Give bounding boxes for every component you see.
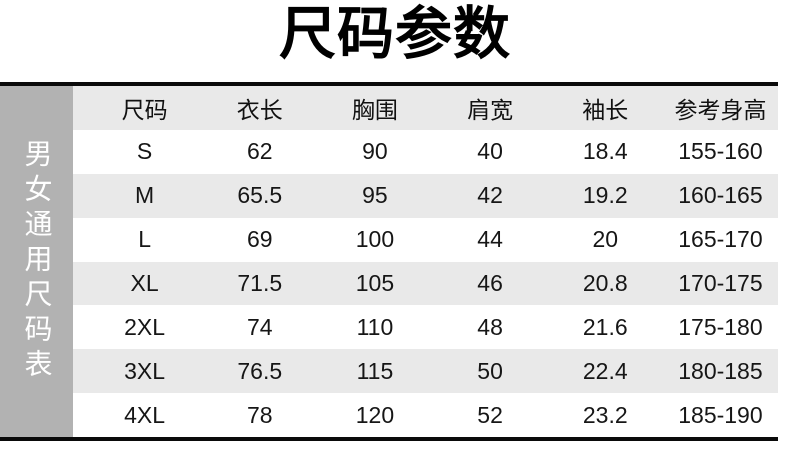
table-cell: 50 [477,357,503,384]
table-cell: 23.2 [582,401,628,428]
table-cell: 44 [477,226,503,253]
table-row-4xl: 4XL 78 120 52 23.2 185-190 [73,393,778,437]
table-cell: 21.6 [582,313,628,340]
sidebar-unisex-size-chart: 男女通用尺码表 [0,86,73,437]
table-row-l: L 69 100 44 20 165-170 [73,217,778,262]
column-header-chest: 胸围 [351,96,398,123]
table-cell: 46 [477,269,503,296]
table-cell: 170-175 [678,269,763,296]
size-chart-body: 男女通用尺码表 尺码 衣长 胸围 肩宽 袖长 参考身高 S 62 90 40 1… [0,86,778,437]
table-cell: 3XL [124,357,166,384]
table-cell: 90 [362,138,388,165]
table-cell: M [135,182,155,209]
table-cell: 105 [355,269,395,296]
table-cell: 71.5 [237,269,283,296]
table-cell: 2XL [124,313,166,340]
table-cell: 48 [477,313,503,340]
table-cell: 20.8 [582,269,628,296]
table-cell: 69 [246,226,273,253]
table-cell: 78 [246,401,273,428]
column-header-sleeve-length: 袖长 [582,96,629,123]
table-row-2xl: 2XL 74 110 48 21.6 175-180 [73,305,778,350]
table-cell: XL [130,269,159,296]
table-cell: 110 [356,313,394,340]
page-title: 尺码参数 [279,2,511,66]
bottom-divider [0,437,778,441]
column-header-size: 尺码 [121,96,168,123]
table-row-s: S 62 90 40 18.4 155-160 [73,129,778,174]
table-row-m: M 65.5 95 42 19.2 160-165 [73,173,778,218]
table-cell: 175-180 [678,313,763,340]
table-cell: 155-160 [678,138,763,165]
table-cell: 115 [356,357,394,384]
table-cell: 76.5 [237,357,283,384]
table-cell: 19.2 [582,182,628,209]
table-cell: 180-185 [678,357,763,384]
table-row-xl: XL 71.5 105 46 20.8 170-175 [73,261,778,306]
table-cell: 52 [477,401,503,428]
table-header-row: 尺码 衣长 胸围 肩宽 袖长 参考身高 [73,86,778,130]
table-cell: L [138,226,151,253]
column-header-reference-height: 参考身高 [674,96,767,123]
table-cell: 65.5 [237,182,283,209]
table-cell: 20 [592,226,619,253]
table-cell: 100 [355,226,395,253]
table-cell: 18.4 [582,138,628,165]
top-divider [0,82,778,86]
table-cell: 74 [246,313,273,340]
table-cell: 40 [477,138,503,165]
table-cell: 4XL [124,401,166,428]
size-table: 尺码 衣长 胸围 肩宽 袖长 参考身高 S 62 90 40 18.4 155-… [73,86,778,437]
table-cell: 62 [246,138,273,165]
table-cell: 185-190 [678,401,763,428]
table-cell: 160-165 [678,182,763,209]
table-cell: 95 [362,182,388,209]
table-cell: S [136,138,153,165]
table-row-3xl: 3XL 76.5 115 50 22.4 180-185 [73,349,778,394]
column-header-garment-length: 衣长 [236,96,283,123]
column-header-shoulder-width: 肩宽 [467,96,514,123]
table-cell: 22.4 [582,357,628,384]
table-cell: 120 [355,401,395,428]
table-cell: 42 [477,182,503,209]
table-cell: 165-170 [678,226,763,253]
sidebar-label: 男女通用尺码表 [21,139,53,384]
